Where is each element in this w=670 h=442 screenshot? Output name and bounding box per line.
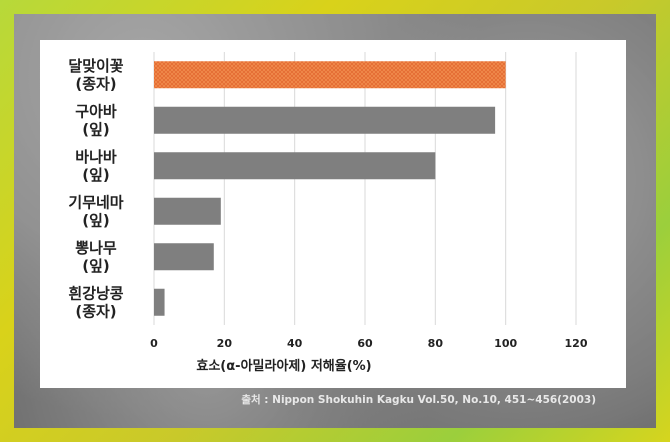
chart-panel: 달맞이꽃 (종자) 구아바 (잎) 바나바 (잎) 기무네마 (잎) 뽕나무 (잎) 흰강낭콩 (종자… — [40, 40, 626, 388]
x-tick-label: 80 — [428, 337, 444, 350]
bar — [154, 288, 165, 316]
category-label: (종자) — [75, 302, 116, 320]
bar — [154, 152, 436, 180]
category-label: (잎) — [82, 257, 110, 275]
bar — [154, 106, 496, 134]
bar-highlight — [154, 61, 506, 89]
bars — [154, 61, 506, 316]
x-tick-label: 0 — [150, 337, 158, 350]
bar — [154, 197, 221, 225]
x-axis-label: 효소(α-아밀라아제) 저해율(%) — [196, 358, 371, 374]
bar-chart: 달맞이꽃(종자)구아바(잎)바나바(잎)기무네마(잎)뽕나무(잎)흰강낭콩(종자… — [68, 52, 588, 374]
x-tick-label: 20 — [217, 337, 233, 350]
bar — [154, 243, 214, 271]
category-label: (잎) — [82, 211, 110, 229]
category-label: 달맞이꽃 — [68, 57, 123, 75]
source-citation: 출처 : Nippon Shokuhin Kagku Vol.50, No.10… — [241, 394, 596, 406]
x-tick-label: 40 — [287, 337, 303, 350]
category-label: 기무네마 — [68, 193, 123, 211]
category-label: (종자) — [75, 75, 116, 93]
category-label: 흰강낭콩 — [68, 284, 123, 302]
category-label: 뽕나무 — [75, 239, 117, 257]
category-label: 구아바 — [75, 102, 117, 120]
category-label: (잎) — [82, 120, 110, 138]
category-label: (잎) — [82, 166, 110, 184]
category-labels: 달맞이꽃(종자)구아바(잎)바나바(잎)기무네마(잎)뽕나무(잎)흰강낭콩(종자… — [68, 57, 123, 321]
x-tick-label: 60 — [357, 337, 373, 350]
x-tick-label: 100 — [494, 337, 517, 350]
category-label: 바나바 — [75, 148, 117, 166]
x-tick-labels: 0 20 40 60 80 100 120 — [150, 337, 588, 350]
x-tick-label: 120 — [565, 337, 588, 350]
grid-lines — [153, 52, 577, 325]
